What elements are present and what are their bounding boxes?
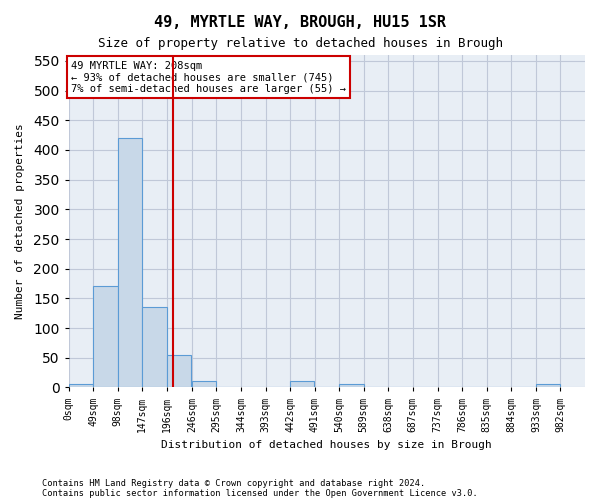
Bar <box>69 384 93 388</box>
Bar <box>142 308 167 388</box>
Text: Contains public sector information licensed under the Open Government Licence v3: Contains public sector information licen… <box>42 488 478 498</box>
Bar <box>339 384 364 388</box>
Text: Contains HM Land Registry data © Crown copyright and database right 2024.: Contains HM Land Registry data © Crown c… <box>42 478 425 488</box>
Bar <box>290 382 314 388</box>
X-axis label: Distribution of detached houses by size in Brough: Distribution of detached houses by size … <box>161 440 492 450</box>
Bar <box>192 382 217 388</box>
Y-axis label: Number of detached properties: Number of detached properties <box>15 124 25 319</box>
Bar <box>94 286 118 388</box>
Text: Size of property relative to detached houses in Brough: Size of property relative to detached ho… <box>97 38 503 51</box>
Bar <box>536 384 560 388</box>
Bar <box>118 138 142 388</box>
Text: 49 MYRTLE WAY: 208sqm
← 93% of detached houses are smaller (745)
7% of semi-deta: 49 MYRTLE WAY: 208sqm ← 93% of detached … <box>71 60 346 94</box>
Text: 49, MYRTLE WAY, BROUGH, HU15 1SR: 49, MYRTLE WAY, BROUGH, HU15 1SR <box>154 15 446 30</box>
Bar <box>167 354 191 388</box>
